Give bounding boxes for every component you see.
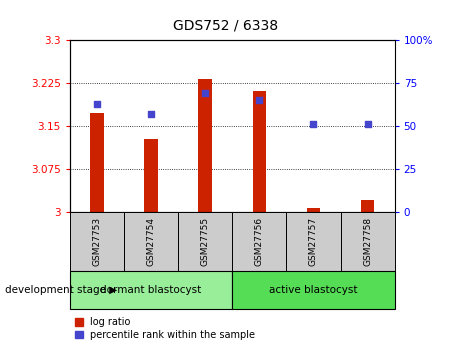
- Text: GSM27757: GSM27757: [309, 217, 318, 266]
- Bar: [361, 199, 374, 212]
- Text: GSM27758: GSM27758: [363, 217, 372, 266]
- Text: GSM27756: GSM27756: [255, 217, 264, 266]
- Point: [256, 97, 263, 103]
- Text: development stage ▶: development stage ▶: [5, 285, 117, 295]
- Text: GSM27753: GSM27753: [92, 217, 101, 266]
- Bar: [70, 271, 232, 309]
- Bar: [70, 212, 124, 271]
- Bar: [178, 212, 232, 271]
- Bar: [286, 212, 341, 271]
- Bar: [307, 208, 320, 212]
- Bar: [232, 212, 286, 271]
- Bar: [341, 212, 395, 271]
- Text: GSM27754: GSM27754: [147, 217, 156, 266]
- Bar: [232, 271, 395, 309]
- Point: [364, 121, 371, 127]
- Bar: [90, 113, 104, 212]
- Text: active blastocyst: active blastocyst: [269, 285, 358, 295]
- Legend: log ratio, percentile rank within the sample: log ratio, percentile rank within the sa…: [75, 317, 255, 340]
- Bar: [198, 79, 212, 212]
- Bar: [124, 212, 178, 271]
- Text: GDS752 / 6338: GDS752 / 6338: [173, 19, 278, 33]
- Point: [202, 90, 209, 96]
- Point: [93, 101, 101, 106]
- Text: GSM27755: GSM27755: [201, 217, 210, 266]
- Bar: [144, 139, 158, 212]
- Bar: [253, 91, 266, 212]
- Point: [310, 121, 317, 127]
- Point: [147, 111, 155, 117]
- Text: dormant blastocyst: dormant blastocyst: [101, 285, 202, 295]
